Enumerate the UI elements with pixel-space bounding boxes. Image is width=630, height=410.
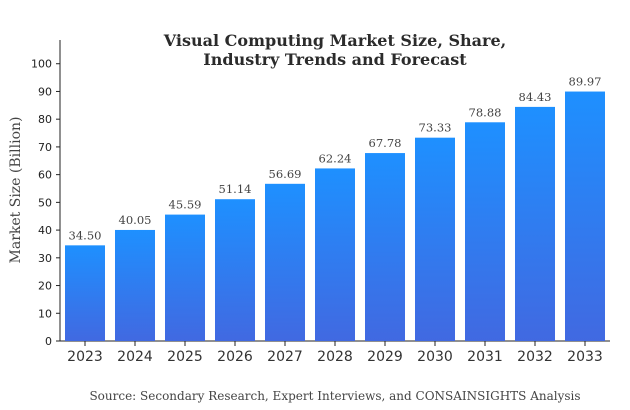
x-tick-label-2030: 2030 — [417, 349, 453, 365]
y-tick-label: 70 — [38, 141, 52, 154]
data-label-2030: 73.33 — [419, 121, 452, 135]
y-tick-label: 60 — [38, 169, 52, 182]
x-tick-label-2023: 2023 — [67, 349, 103, 365]
x-tick-label-2025: 2025 — [167, 349, 203, 365]
y-tick-label: 100 — [31, 58, 52, 71]
x-tick-label-2032: 2032 — [517, 349, 553, 365]
x-axis-ticks: 2023 2024 2025 2026 2027 2028 2029 2030 2031 2032… — [67, 341, 603, 365]
source-note: Source: Secondary Research, Expert Inter… — [89, 389, 580, 403]
data-label-2023: 34.50 — [69, 228, 102, 242]
x-tick-label-2024: 2024 — [117, 349, 153, 365]
bar-2032 — [515, 106, 555, 341]
data-label-2031: 78.88 — [469, 105, 502, 119]
y-tick-label: 90 — [38, 85, 52, 98]
x-tick-label-2028: 2028 — [317, 349, 353, 365]
data-label-2026: 51.14 — [219, 182, 252, 196]
x-tick-label-2026: 2026 — [217, 349, 253, 365]
y-axis-ticks: 0 10 20 30 40 50 60 70 80 90 100 — [31, 58, 60, 348]
x-tick-label-2027: 2027 — [267, 349, 303, 365]
y-tick-label: 20 — [38, 280, 52, 293]
chart-title-line-1: Visual Computing Market Size, Share, — [163, 31, 506, 50]
bar-2031 — [465, 122, 505, 342]
bar-2028 — [315, 168, 355, 341]
data-label-2032: 84.43 — [519, 90, 552, 104]
data-label-2028: 62.24 — [319, 151, 352, 165]
bar-2024 — [115, 229, 155, 341]
x-tick-label-2031: 2031 — [467, 349, 503, 365]
y-tick-label: 40 — [38, 224, 52, 237]
y-tick-label: 0 — [45, 335, 52, 348]
x-tick-label-2033: 2033 — [567, 349, 603, 365]
bar-2027 — [265, 183, 305, 341]
bar-2025 — [165, 214, 205, 341]
data-label-2024: 40.05 — [119, 213, 152, 227]
bar-2033 — [565, 91, 605, 342]
bar-2029 — [365, 153, 405, 341]
y-axis-label: Market Size (Billion) — [8, 117, 24, 264]
data-label-2027: 56.69 — [269, 167, 302, 181]
data-label-2029: 67.78 — [369, 136, 402, 150]
x-tick-label-2029: 2029 — [367, 349, 403, 365]
y-tick-label: 10 — [38, 307, 52, 320]
y-tick-label: 80 — [38, 113, 52, 126]
data-label-2025: 45.59 — [169, 198, 202, 212]
bar-2023 — [65, 245, 105, 341]
chart-title-line-2: Industry Trends and Forecast — [203, 50, 467, 69]
bar-series: 34.50 40.05 45.59 51.14 56.69 62.24 67.78 73.33… — [65, 75, 605, 342]
data-label-2033: 89.97 — [569, 75, 602, 89]
bar-2030 — [415, 137, 455, 341]
y-tick-label: 30 — [38, 252, 52, 265]
y-tick-label: 50 — [38, 196, 52, 209]
bar-2026 — [215, 199, 255, 341]
